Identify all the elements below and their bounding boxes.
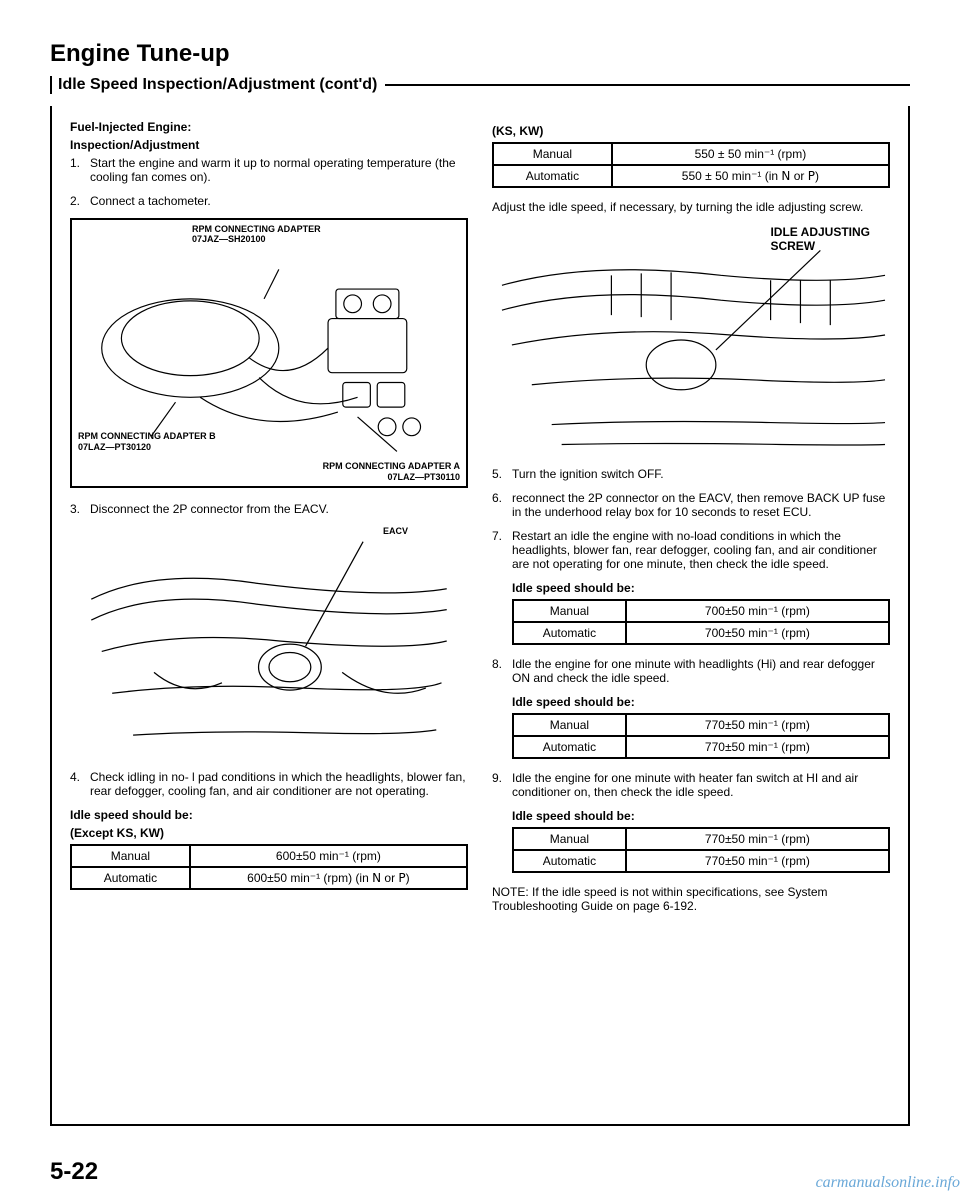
step-9: 9. Idle the engine for one minute with h… — [492, 771, 890, 799]
step-num: 2. — [70, 194, 90, 208]
step-num: 4. — [70, 770, 90, 798]
fig-label-adapter-b: RPM CONNECTING ADAPTER B — [78, 431, 216, 441]
except-ks-kw: (Except KS, KW) — [70, 826, 468, 840]
table-ks-kw: Manual 550 ± 50 min⁻¹ (rpm) Automatic 55… — [492, 142, 890, 188]
fuel-injected-heading: Fuel-Injected Engine: — [70, 120, 468, 134]
step-text: Turn the ignition switch OFF. — [512, 467, 890, 481]
section-header-row: Idle Speed Inspection/Adjustment (cont'd… — [50, 76, 910, 94]
adjust-text: Adjust the idle speed, if necessary, by … — [492, 200, 890, 215]
cell-value: 550 ± 50 min⁻¹ (rpm) — [612, 143, 889, 165]
table-step9: Manual 770±50 min⁻¹ (rpm) Automatic 770±… — [512, 827, 890, 873]
cell-value: 600±50 min⁻¹ (rpm) (in 𝖭 or 𝖯) — [190, 867, 467, 889]
cell-value: 770±50 min⁻¹ (rpm) — [626, 828, 889, 850]
watermark: carmanualsonline.info — [816, 1174, 960, 1192]
step-num: 3. — [70, 502, 90, 516]
table-row: Automatic 600±50 min⁻¹ (rpm) (in 𝖭 or 𝖯) — [71, 867, 467, 889]
step-num: 1. — [70, 156, 90, 184]
figure-tachometer: RPM CONNECTING ADAPTER 07JAZ—SH20100 — [70, 218, 468, 488]
cell-value: 770±50 min⁻¹ (rpm) — [626, 850, 889, 872]
fig-label-adapter-a: RPM CONNECTING ADAPTER A — [323, 461, 460, 471]
step-1: 1. Start the engine and warm it up to no… — [70, 156, 468, 184]
fig-label-eacv: EACV — [383, 526, 408, 536]
table-row: Manual 770±50 min⁻¹ (rpm) — [513, 714, 889, 736]
step-num: 7. — [492, 529, 512, 571]
step-3: 3. Disconnect the 2P connector from the … — [70, 502, 468, 516]
table-row: Manual 700±50 min⁻¹ (rpm) — [513, 600, 889, 622]
cell-value: 770±50 min⁻¹ (rpm) — [626, 736, 889, 758]
cell-manual: Manual — [71, 845, 190, 867]
section-title: Idle Speed Inspection/Adjustment (cont'd… — [58, 76, 377, 94]
table-except-ks-kw: Manual 600±50 min⁻¹ (rpm) Automatic 600±… — [70, 844, 468, 890]
fig-label-idle-adj: IDLE ADJUSTING — [770, 225, 870, 239]
page-title: Engine Tune-up — [50, 40, 910, 68]
left-column: Fuel-Injected Engine: Inspection/Adjustm… — [70, 120, 468, 1106]
cell-auto: Automatic — [513, 736, 626, 758]
content-frame: Fuel-Injected Engine: Inspection/Adjustm… — [50, 106, 910, 1126]
idle-speed-label: Idle speed should be: — [70, 808, 468, 822]
cell-value: 700±50 min⁻¹ (rpm) — [626, 600, 889, 622]
eacv-diagram — [70, 526, 468, 756]
idle-speed-label-3: Idle speed should be: — [512, 695, 890, 709]
step-text: Check idling in no- l pad conditions in … — [90, 770, 468, 798]
cell-value: 600±50 min⁻¹ (rpm) — [190, 845, 467, 867]
idle-speed-label-2: Idle speed should be: — [512, 581, 890, 595]
step-text: reconnect the 2P connector on the EACV, … — [512, 491, 890, 519]
header-rule — [385, 84, 910, 86]
step-5: 5. Turn the ignition switch OFF. — [492, 467, 890, 481]
fig-label-screw: SCREW — [770, 239, 815, 253]
step-num: 6. — [492, 491, 512, 519]
fig-label-partno-a: 07LAZ—PT30110 — [387, 472, 460, 482]
cell-value: 770±50 min⁻¹ (rpm) — [626, 714, 889, 736]
cell-manual: Manual — [493, 143, 612, 165]
figure-eacv: EACV — [70, 526, 468, 756]
step-text: Start the engine and warm it up to norma… — [90, 156, 468, 184]
step-text: Connect a tachometer. — [90, 194, 468, 208]
table-row: Manual 550 ± 50 min⁻¹ (rpm) — [493, 143, 889, 165]
table-row: Automatic 700±50 min⁻¹ (rpm) — [513, 622, 889, 644]
step-7: 7. Restart an idle the engine with no-lo… — [492, 529, 890, 571]
step-text: Idle the engine for one minute with head… — [512, 657, 890, 685]
cell-auto: Automatic — [71, 867, 190, 889]
cell-auto: Automatic — [513, 850, 626, 872]
header-tick — [50, 76, 52, 94]
fig-label-partno: 07JAZ—SH20100 — [192, 234, 266, 244]
step-8: 8. Idle the engine for one minute with h… — [492, 657, 890, 685]
table-row: Automatic 770±50 min⁻¹ (rpm) — [513, 850, 889, 872]
step-text: Restart an idle the engine with no-load … — [512, 529, 890, 571]
step-text: Idle the engine for one minute with heat… — [512, 771, 890, 799]
page-number: 5-22 — [50, 1158, 98, 1186]
fig-label-partno-b: 07LAZ—PT30120 — [78, 442, 151, 452]
step-text: Disconnect the 2P connector from the EAC… — [90, 502, 468, 516]
table-row: Manual 600±50 min⁻¹ (rpm) — [71, 845, 467, 867]
step-2: 2. Connect a tachometer. — [70, 194, 468, 208]
cell-auto: Automatic — [513, 622, 626, 644]
cell-auto: Automatic — [493, 165, 612, 187]
fig-label-adapter: RPM CONNECTING ADAPTER — [192, 224, 321, 234]
idle-speed-label-4: Idle speed should be: — [512, 809, 890, 823]
step-num: 9. — [492, 771, 512, 799]
cell-value: 700±50 min⁻¹ (rpm) — [626, 622, 889, 644]
figure-idle-screw: IDLE ADJUSTING SCREW — [492, 225, 890, 455]
table-row: Automatic 550 ± 50 min⁻¹ (in 𝖭 or 𝖯) — [493, 165, 889, 187]
note-text: NOTE: If the idle speed is not within sp… — [492, 885, 890, 913]
cell-value: 550 ± 50 min⁻¹ (in 𝖭 or 𝖯) — [612, 165, 889, 187]
step-6: 6. reconnect the 2P connector on the EAC… — [492, 491, 890, 519]
idle-screw-diagram — [492, 225, 890, 455]
ks-kw-label: (KS, KW) — [492, 124, 890, 138]
table-step7: Manual 700±50 min⁻¹ (rpm) Automatic 700±… — [512, 599, 890, 645]
table-row: Automatic 770±50 min⁻¹ (rpm) — [513, 736, 889, 758]
cell-manual: Manual — [513, 714, 626, 736]
table-step8: Manual 770±50 min⁻¹ (rpm) Automatic 770±… — [512, 713, 890, 759]
step-num: 5. — [492, 467, 512, 481]
inspection-heading: Inspection/Adjustment — [70, 138, 468, 152]
cell-manual: Manual — [513, 828, 626, 850]
right-column: (KS, KW) Manual 550 ± 50 min⁻¹ (rpm) Aut… — [492, 120, 890, 1106]
table-row: Manual 770±50 min⁻¹ (rpm) — [513, 828, 889, 850]
step-num: 8. — [492, 657, 512, 685]
step-4: 4. Check idling in no- l pad conditions … — [70, 770, 468, 798]
cell-manual: Manual — [513, 600, 626, 622]
